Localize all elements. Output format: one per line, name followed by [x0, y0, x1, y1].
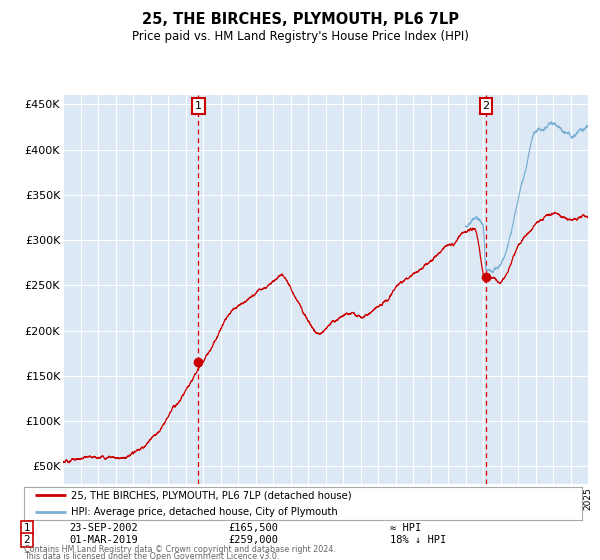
Text: This data is licensed under the Open Government Licence v3.0.: This data is licensed under the Open Gov… — [24, 552, 280, 560]
Text: Contains HM Land Registry data © Crown copyright and database right 2024.: Contains HM Land Registry data © Crown c… — [24, 545, 336, 554]
Text: 18% ↓ HPI: 18% ↓ HPI — [390, 535, 446, 545]
Text: Price paid vs. HM Land Registry's House Price Index (HPI): Price paid vs. HM Land Registry's House … — [131, 30, 469, 43]
Text: 01-MAR-2019: 01-MAR-2019 — [69, 535, 138, 545]
Text: 1: 1 — [23, 523, 31, 533]
Text: 25, THE BIRCHES, PLYMOUTH, PL6 7LP (detached house): 25, THE BIRCHES, PLYMOUTH, PL6 7LP (deta… — [71, 491, 352, 500]
Text: 2: 2 — [23, 535, 31, 545]
Text: 25, THE BIRCHES, PLYMOUTH, PL6 7LP: 25, THE BIRCHES, PLYMOUTH, PL6 7LP — [142, 12, 458, 27]
Text: £259,000: £259,000 — [228, 535, 278, 545]
Text: £165,500: £165,500 — [228, 523, 278, 533]
Text: ≈ HPI: ≈ HPI — [390, 523, 421, 533]
Text: 2: 2 — [482, 101, 490, 111]
Text: HPI: Average price, detached house, City of Plymouth: HPI: Average price, detached house, City… — [71, 507, 338, 516]
Text: 1: 1 — [195, 101, 202, 111]
Text: 23-SEP-2002: 23-SEP-2002 — [69, 523, 138, 533]
